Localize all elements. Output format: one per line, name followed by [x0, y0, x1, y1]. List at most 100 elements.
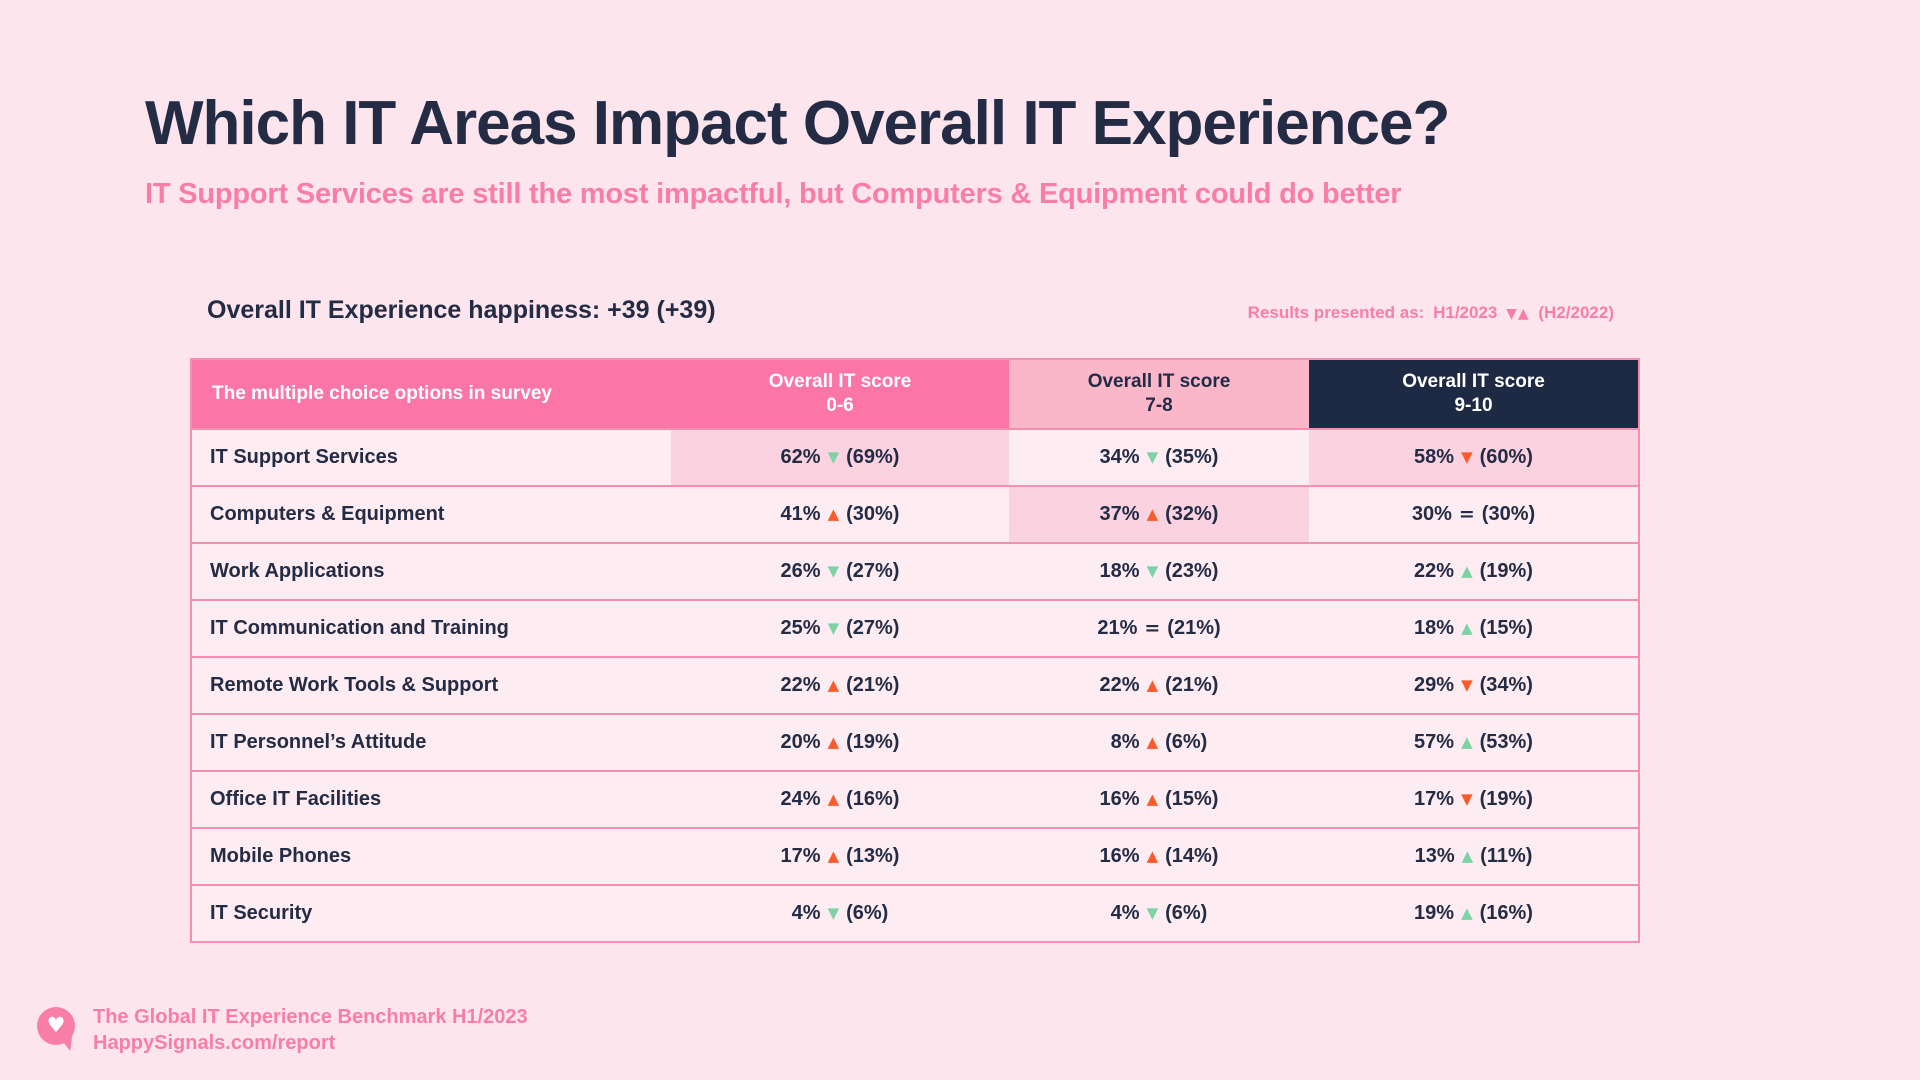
previous-score-value: (30%) — [846, 503, 900, 525]
score-cell-0-6: 62% ▼ (69%) — [671, 430, 1009, 485]
previous-score-value: (14%) — [1165, 845, 1219, 867]
change-indicator-icon: ▲ — [1461, 561, 1473, 580]
score-cell-9-10: 22% ▲ (19%) — [1309, 544, 1638, 599]
score-value: 62% — [780, 446, 821, 468]
row-label: IT Communication and Training — [210, 617, 509, 639]
score-cell-9-10: 13% ▲ (11%) — [1309, 829, 1638, 884]
change-indicator-icon: ▼ — [1461, 789, 1473, 808]
change-indicator-icon: ▼ — [1461, 675, 1473, 694]
score-cell-7-8: 21% = (21%) — [1009, 601, 1309, 656]
score-value: 8% — [1110, 731, 1140, 753]
previous-score-value: (60%) — [1479, 446, 1533, 468]
previous-score-value: (53%) — [1479, 731, 1533, 753]
change-indicator-icon: ▲ — [1146, 732, 1159, 751]
previous-score-value: (19%) — [846, 731, 900, 753]
row-label: IT Security — [210, 902, 313, 924]
score-cell-9-10: 57% ▲ (53%) — [1309, 715, 1638, 770]
score-cell-0-6: 24% ▲ (16%) — [671, 772, 1009, 827]
header-score-7-8-line2: 7-8 — [1145, 395, 1173, 416]
change-indicator-icon: ▲ — [827, 789, 840, 808]
score-value: 22% — [1414, 560, 1455, 582]
change-indicator-icon: ▲ — [1461, 846, 1474, 865]
change-indicator-icon: ▲ — [827, 846, 840, 865]
score-value: 16% — [1099, 845, 1140, 867]
row-label: Mobile Phones — [210, 845, 352, 867]
change-indicator-icon: ▲ — [1461, 903, 1473, 922]
score-value: 17% — [1414, 788, 1455, 810]
table-row: IT Support Services 62% ▼ (69%) 34% ▼ (3… — [192, 428, 1638, 485]
previous-score-value: (13%) — [846, 845, 900, 867]
score-cell-9-10: 19% ▲ (16%) — [1309, 886, 1638, 941]
score-value: 4% — [791, 902, 821, 924]
change-indicator-icon: ▼ — [827, 903, 840, 922]
score-cell-9-10: 17% ▼ (19%) — [1309, 772, 1638, 827]
heart-icon: ♥ — [46, 1012, 66, 1037]
header-score-9-10-line1: Overall IT score — [1402, 371, 1545, 392]
score-cell-0-6: 20% ▲ (19%) — [671, 715, 1009, 770]
score-value: 20% — [780, 731, 821, 753]
previous-score-value: (32%) — [1165, 503, 1219, 525]
score-cell-0-6: 17% ▲ (13%) — [671, 829, 1009, 884]
previous-score-value: (35%) — [1165, 446, 1219, 468]
header-score-9-10: Overall IT score 9-10 — [1309, 360, 1638, 428]
score-cell-7-8: 18% ▼ (23%) — [1009, 544, 1309, 599]
score-cell-0-6: 26% ▼ (27%) — [671, 544, 1009, 599]
previous-score-value: (16%) — [1479, 902, 1533, 924]
score-value: 22% — [1099, 674, 1140, 696]
table-row: IT Security 4% ▼ (6%) 4% ▼ (6%) 19% ▲ (1… — [192, 884, 1638, 941]
score-cell-9-10: 30% = (30%) — [1309, 487, 1638, 542]
change-indicator-icon: ▼ — [1146, 447, 1159, 466]
footer-report-link[interactable]: HappySignals.com/report — [93, 1032, 336, 1054]
previous-score-value: (6%) — [846, 902, 889, 924]
table-row: Work Applications 26% ▼ (27%) 18% ▼ (23%… — [192, 542, 1638, 599]
footer-benchmark-title: The Global IT Experience Benchmark H1/20… — [93, 1006, 528, 1028]
score-cell-7-8: 22% ▲ (21%) — [1009, 658, 1309, 713]
row-label: Office IT Facilities — [210, 788, 382, 810]
header-score-7-8: Overall IT score 7-8 — [1009, 360, 1309, 428]
header-options-label: The multiple choice options in survey — [212, 383, 552, 404]
score-cell-0-6: 4% ▼ (6%) — [671, 886, 1009, 941]
page-title: Which IT Areas Impact Overall IT Experie… — [145, 89, 1450, 158]
footer: ♥ The Global IT Experience Benchmark H1/… — [37, 1004, 528, 1056]
score-cell-7-8: 8% ▲ (6%) — [1009, 715, 1309, 770]
header-score-7-8-line1: Overall IT score — [1087, 371, 1231, 392]
score-cell-9-10: 29% ▼ (34%) — [1309, 658, 1638, 713]
score-cell-7-8: 16% ▲ (15%) — [1009, 772, 1309, 827]
change-indicator-icon: ▲ — [1146, 789, 1159, 808]
overall-happiness-score: Overall IT Experience happiness: +39 (+3… — [207, 296, 716, 324]
score-value: 19% — [1414, 902, 1455, 924]
score-value: 26% — [780, 560, 821, 582]
header-score-0-6-line1: Overall IT score — [768, 371, 912, 392]
table-row: IT Communication and Training 25% ▼ (27%… — [192, 599, 1638, 656]
change-indicator-icon: ▼ — [827, 618, 840, 637]
change-indicator-icon: ▲ — [1146, 846, 1159, 865]
score-value: 34% — [1099, 446, 1140, 468]
header-score-9-10-line2: 9-10 — [1454, 395, 1493, 416]
change-indicator-icon: ▼ — [827, 447, 840, 466]
header-score-0-6: Overall IT score 0-6 — [671, 360, 1009, 428]
change-indicator-icon: ▲ — [827, 675, 840, 694]
score-value: 22% — [780, 674, 821, 696]
change-indicator-icon: ▲ — [1146, 504, 1159, 523]
score-value: 37% — [1099, 503, 1140, 525]
legend-current-period: H1/2023 — [1433, 303, 1498, 322]
score-value: 57% — [1414, 731, 1455, 753]
trend-arrows-icon: ▼▲ — [1506, 306, 1530, 322]
previous-score-value: (15%) — [1165, 788, 1219, 810]
previous-score-value: (16%) — [846, 788, 900, 810]
table-row: Office IT Facilities 24% ▲ (16%) 16% ▲ (… — [192, 770, 1638, 827]
previous-score-value: (6%) — [1165, 731, 1208, 753]
header-score-0-6-line2: 0-6 — [826, 395, 854, 416]
score-cell-0-6: 22% ▲ (21%) — [671, 658, 1009, 713]
change-indicator-icon: ▲ — [1146, 675, 1159, 694]
table-header-row: The multiple choice options in survey Ov… — [192, 360, 1638, 428]
previous-score-value: (27%) — [846, 617, 900, 639]
score-cell-9-10: 18% ▲ (15%) — [1309, 601, 1638, 656]
score-cell-7-8: 4% ▼ (6%) — [1009, 886, 1309, 941]
change-indicator-icon: ▲ — [1461, 732, 1473, 751]
score-value: 4% — [1110, 902, 1140, 924]
score-cell-7-8: 34% ▼ (35%) — [1009, 430, 1309, 485]
row-label: Computers & Equipment — [210, 503, 445, 525]
change-indicator-icon: ▲ — [827, 732, 840, 751]
change-indicator-icon: = — [1144, 616, 1161, 639]
